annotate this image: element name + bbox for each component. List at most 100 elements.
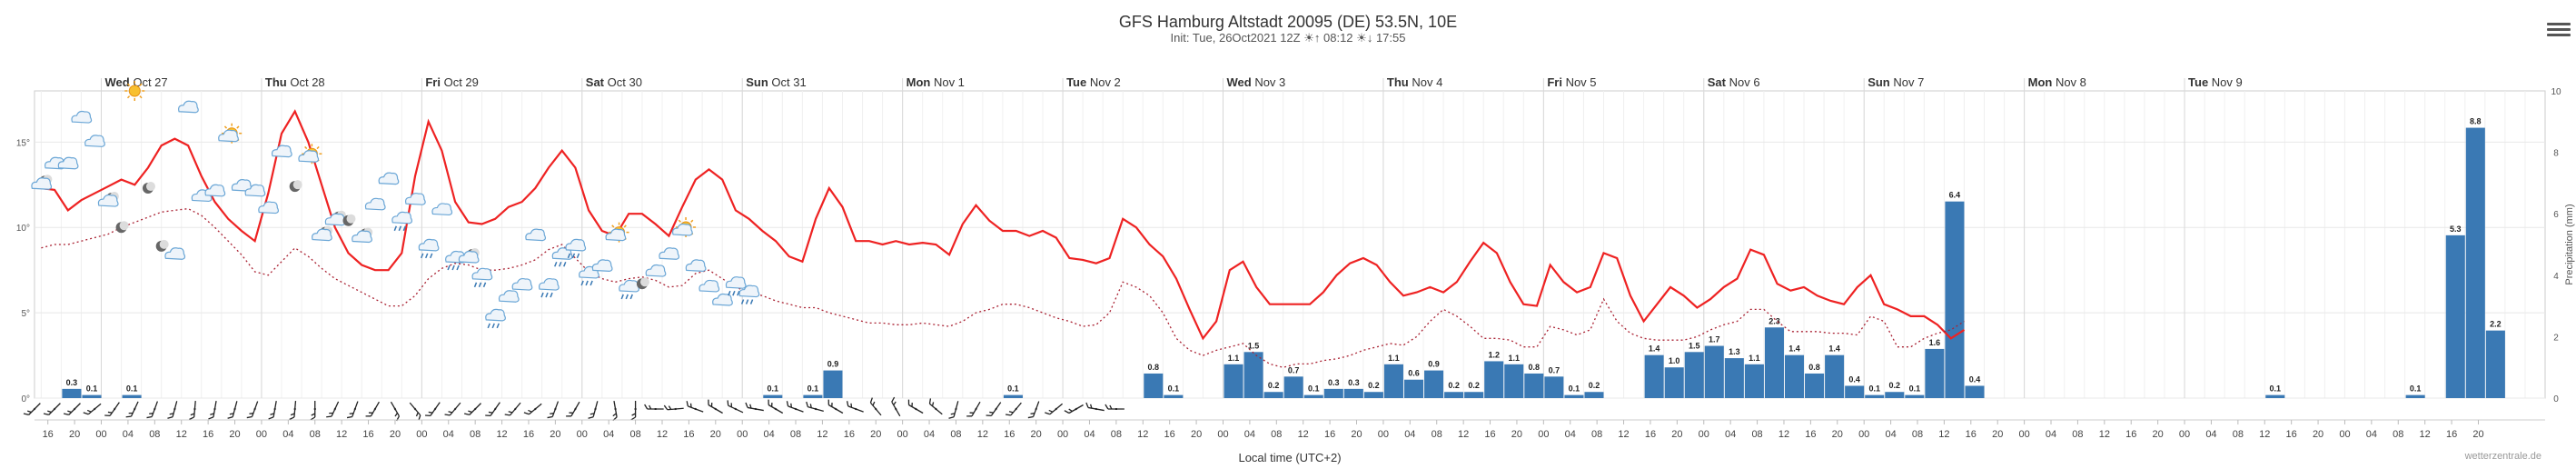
precip-value-label: 1.5 [1248,341,1260,350]
precip-value-label: 0.9 [827,360,839,369]
wind-barb-icon [891,396,901,417]
hour-tick-label: 04 [924,429,935,440]
hour-tick-label: 08 [310,429,321,440]
hour-tick-label: 00 [2179,429,2190,440]
precip-bar [1925,348,1945,398]
hour-tick-label: 04 [1565,429,1576,440]
hour-tick-label: 20 [710,429,721,440]
wind-barb-icon [1005,402,1022,416]
hour-tick-label: 12 [1458,429,1469,440]
wind-barb-icon [326,401,340,418]
partly-cloudy-night-icon [31,175,53,190]
precip-value-label: 2.2 [2490,320,2502,329]
wind-barb-icon [907,399,924,414]
precip-bar [1164,394,1184,398]
day-label: Fri Nov 5 [1547,75,1596,89]
hour-tick-label: 20 [870,429,881,440]
hour-tick-label: 00 [416,429,427,440]
precip-bar [1524,373,1544,398]
precip-value-label: 0.1 [126,384,138,394]
hour-tick-label: 12 [2259,429,2270,440]
precip-axis-label: 8 [2553,149,2559,159]
hour-tick-label: 08 [2072,429,2083,440]
hour-tick-label: 12 [1618,429,1629,440]
precip-value-label: 0.8 [1529,363,1541,372]
cloud-icon [271,145,292,158]
day-label: Tue Nov 2 [1066,75,1121,89]
x-axis-title: Local time (UTC+2) [1238,451,1341,464]
cloud-icon [431,203,453,216]
precip-bar [1343,388,1363,398]
day-name: Wed [105,75,134,89]
day-date: Nov 3 [1254,75,1285,89]
partly-sunny-icon [218,123,243,144]
precip-bar [122,394,142,398]
precip-bar [1564,394,1584,398]
hour-tick-label: 16 [2446,429,2457,440]
precip-bar [1504,364,1524,398]
precip-bar [1464,392,1484,398]
day-date: Oct 30 [608,75,642,89]
day-date: Nov 4 [1412,75,1442,89]
hour-tick-label: 16 [1004,429,1015,440]
moon-icon [289,180,302,193]
precip-value-label: 0.3 [66,378,78,387]
precip-value-label: 1.0 [1669,356,1680,365]
day-date: Nov 2 [1090,75,1121,89]
hour-tick-label: 20 [1671,429,1682,440]
precip-axis-label: 4 [2553,272,2559,282]
hamburger-menu-icon[interactable] [2547,20,2571,40]
precip-value-label: 0.1 [1868,384,1880,394]
cloud-rain-icon [418,238,440,259]
precip-bar [1825,354,1845,398]
cloud-icon [698,279,720,293]
cloud-icon [511,277,533,291]
day-label: Sun Nov 7 [1868,75,1924,89]
dewpoint-line [41,207,1965,368]
moon-icon [636,277,649,290]
hour-tick-label: 08 [790,429,801,440]
wind-barb-icon [208,401,217,420]
hour-tick-label: 12 [1938,429,1949,440]
day-name: Sun [1868,75,1893,89]
precip-bar [1764,327,1784,398]
hour-tick-label: 00 [256,429,267,440]
wind-barb-icon [966,401,981,417]
hour-tick-label: 12 [1778,429,1789,440]
precip-axis-label: 0 [2553,394,2559,404]
wind-barb-icon [189,400,196,421]
hour-tick-label: 08 [2233,429,2244,440]
wind-barb-icon [612,401,618,422]
wind-barb-icon [227,401,238,419]
hour-tick-label: 00 [1057,429,1068,440]
wind-barb-icon [444,402,461,416]
cloud-icon [178,100,199,114]
day-name: Wed [1226,75,1254,89]
cloud-icon [258,201,280,215]
precip-bar [1945,201,1965,398]
hour-tick-label: 04 [603,429,614,440]
wind-barb-icon [23,403,41,415]
hour-tick-label: 00 [1858,429,1869,440]
precip-value-label: 0.7 [1549,365,1560,374]
cloud-rain-icon [391,211,413,232]
wind-barb-icon [928,398,943,415]
precip-value-label: 0.4 [1969,374,1981,384]
cloud-icon [364,197,386,211]
wind-barb-icon [346,401,359,419]
wind-barb-icon [104,402,120,417]
precip-value-label: 0.1 [768,384,779,394]
hour-tick-label: 16 [2125,429,2136,440]
hour-tick-label: 04 [763,429,774,440]
precip-bar [1144,373,1164,398]
wind-barb-icon [409,402,421,421]
hour-tick-label: 16 [1966,429,1977,440]
hour-tick-label: 16 [1484,429,1495,440]
precip-value-label: 0.4 [1848,374,1860,384]
hour-tick-label: 00 [1378,429,1389,440]
precip-value-label: 0.2 [1368,381,1380,390]
partly-sunny-icon [605,222,629,243]
precip-bar [1363,392,1383,398]
wind-barb-icon [644,404,664,410]
